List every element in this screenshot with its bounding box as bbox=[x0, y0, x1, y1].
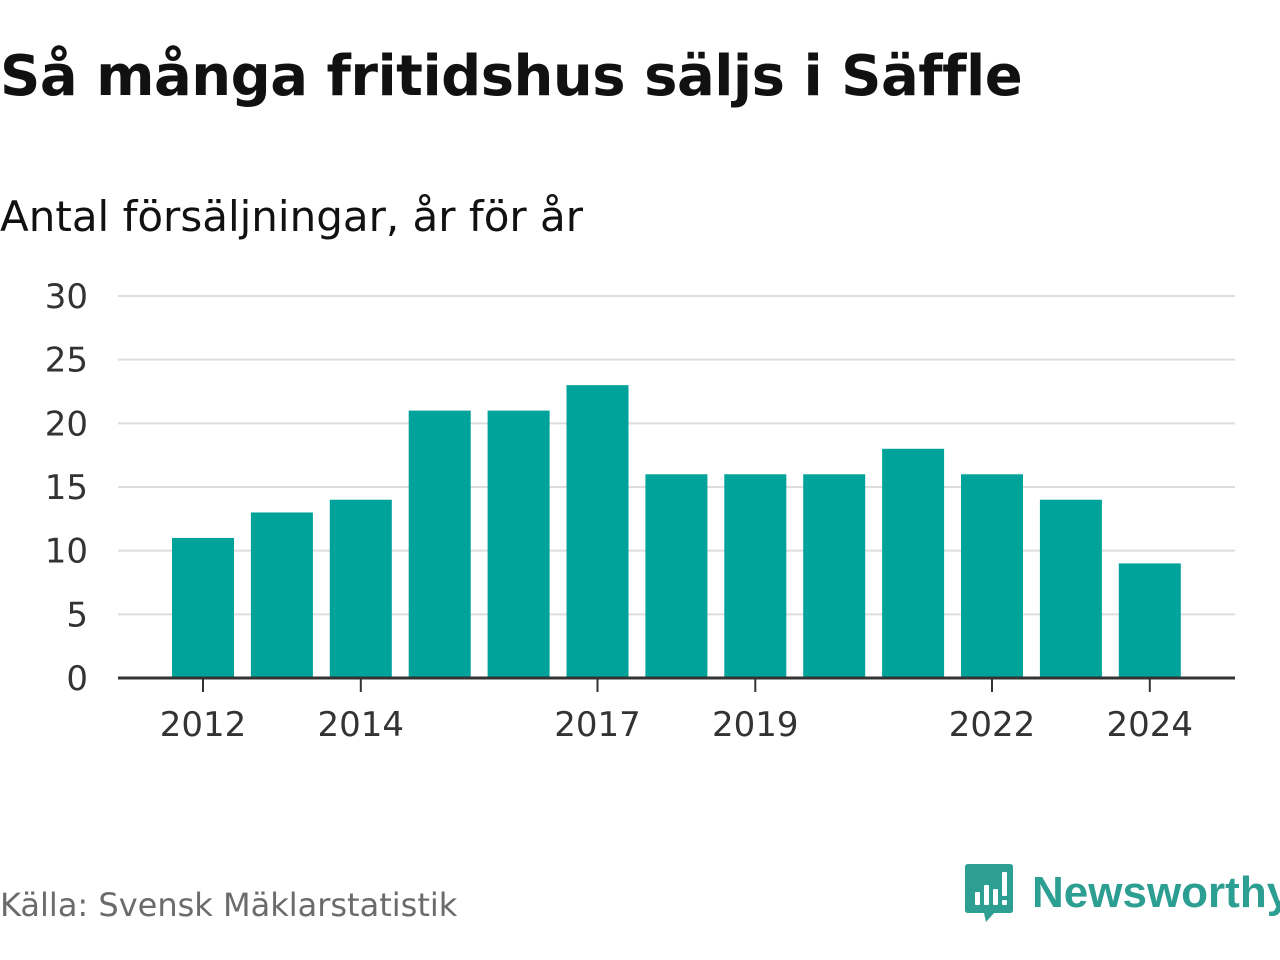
bar-2015 bbox=[408, 410, 471, 678]
chart-subtitle: Antal försäljningar, år för år bbox=[0, 192, 584, 241]
bar-2022 bbox=[961, 474, 1023, 678]
bar-2012 bbox=[172, 537, 234, 678]
chart-title: Så många fritidshus säljs i Säffle bbox=[0, 44, 1023, 109]
bar-2018 bbox=[645, 474, 708, 678]
y-tick-label: 10 bbox=[45, 532, 88, 572]
x-tick-label: 2022 bbox=[949, 705, 1036, 745]
bars bbox=[172, 385, 1181, 678]
x-tick-label: 2014 bbox=[318, 705, 405, 745]
bar-2020 bbox=[803, 474, 866, 678]
y-tick-label: 0 bbox=[66, 659, 88, 699]
newsworthy-logo: Newsworthy bbox=[964, 862, 1280, 924]
bar-2013 bbox=[250, 512, 313, 678]
y-tick-label: 25 bbox=[45, 341, 88, 381]
x-tick-label: 2012 bbox=[160, 705, 247, 745]
bar-2019 bbox=[724, 474, 787, 678]
bar-2016 bbox=[487, 410, 550, 678]
bar-2023 bbox=[1039, 499, 1102, 678]
bar-2014 bbox=[329, 499, 392, 678]
bar-chart: 0 5 10 15 20 25 30 2012 2014 2017 2019 2022 2024 bbox=[45, 277, 1235, 745]
bar-2024 bbox=[1118, 563, 1181, 678]
y-tick-label: 30 bbox=[45, 277, 88, 317]
bar-2017 bbox=[566, 385, 629, 678]
y-tick-label: 5 bbox=[66, 595, 88, 635]
source-note: Källa: Svensk Mäklarstatistik bbox=[0, 886, 458, 924]
x-tick-label: 2024 bbox=[1107, 705, 1194, 745]
chart-bubble-icon bbox=[965, 864, 1013, 922]
bar-2021 bbox=[882, 448, 945, 678]
y-axis-ticks: 0 5 10 15 20 25 30 bbox=[45, 277, 88, 699]
x-tick-label: 2017 bbox=[554, 705, 641, 745]
y-tick-label: 20 bbox=[45, 404, 88, 444]
logo-text: Newsworthy bbox=[1032, 868, 1280, 917]
y-tick-label: 15 bbox=[45, 468, 88, 508]
x-tick-label: 2019 bbox=[712, 705, 799, 745]
x-axis: 2012 2014 2017 2019 2022 2024 bbox=[118, 676, 1235, 745]
